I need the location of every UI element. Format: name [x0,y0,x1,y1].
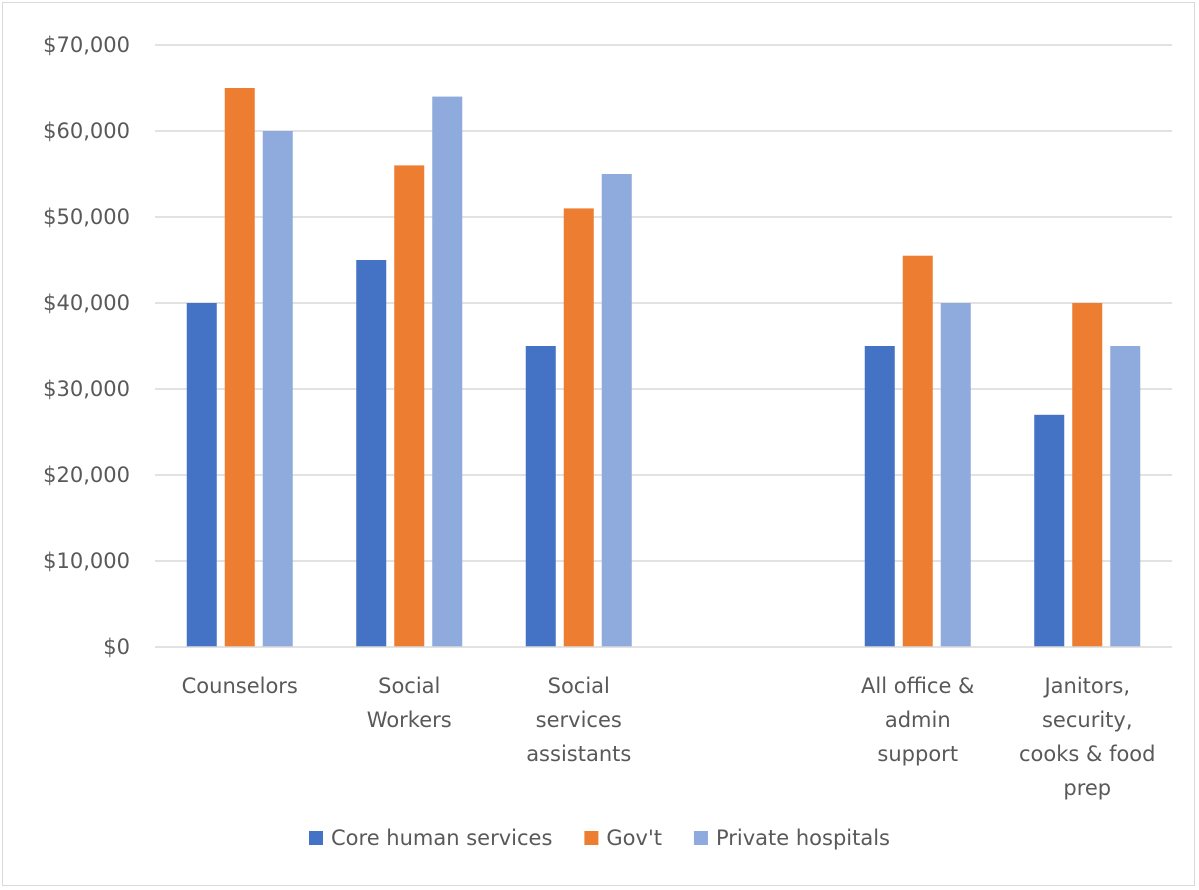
legend: Core human services Gov't Private hospital… [309,826,890,850]
x-axis-category-labels: Counselors Social Workers Social services ass… [182,674,1156,800]
legend-swatch [584,831,599,845]
legend-label: Core human services [331,826,552,850]
y-tick-label: $30,000 [43,377,130,401]
y-tick-label: $60,000 [43,119,130,143]
bars [186,88,1141,648]
x-category-label: services [536,708,622,732]
x-category-label: Workers [367,708,452,732]
bar-gov-t-0 [224,88,255,647]
bar-private-hospitals-2 [601,174,632,647]
y-tick-label: $0 [103,635,130,659]
y-tick-label: $10,000 [43,549,130,573]
legend-label: Gov't [606,826,662,850]
bar-private-hospitals-0 [262,131,293,647]
bar-gov-t-4 [902,255,933,647]
y-tick-label: $50,000 [43,205,130,229]
legend-swatch [309,831,324,845]
bar-core-human-services-1 [356,260,387,647]
x-category-label: security, [1042,708,1133,732]
legend-item-private-hospitals: Private hospitals [693,826,890,850]
bar-core-human-services-2 [525,346,556,647]
bar-private-hospitals-1 [432,96,463,648]
x-category-label: cooks & food [1019,742,1156,766]
bar-private-hospitals-5 [1110,346,1141,647]
x-category-label: Social [548,674,610,698]
x-category-label: prep [1063,776,1111,800]
x-category-label: Janitors, [1042,674,1130,698]
legend-item-gov-t: Gov't [584,826,662,850]
legend-swatch [693,831,708,845]
x-category-label: assistants [526,742,631,766]
y-axis-tick-labels: $0 $10,000 $20,000 $30,000 $40,000 $50,000 $60… [43,33,130,659]
y-tick-label: $40,000 [43,291,130,315]
bar-core-human-services-0 [186,303,217,647]
legend-label: Private hospitals [716,826,890,850]
bar-core-human-services-4 [864,346,895,647]
gridlines [155,44,1172,562]
legend-item-core-human-services: Core human services [309,826,552,850]
bar-gov-t-1 [394,165,425,647]
bar-gov-t-2 [563,208,594,647]
x-category-label: Counselors [182,674,298,698]
y-tick-label: $20,000 [43,463,130,487]
bar-core-human-services-5 [1034,414,1065,647]
x-category-label: admin [885,708,951,732]
bar-gov-t-5 [1072,303,1103,647]
y-tick-label: $70,000 [43,33,130,57]
x-category-label: All office & [861,674,974,698]
x-category-label: support [877,742,958,766]
x-category-label: Social [378,674,440,698]
bar-private-hospitals-4 [940,303,971,647]
